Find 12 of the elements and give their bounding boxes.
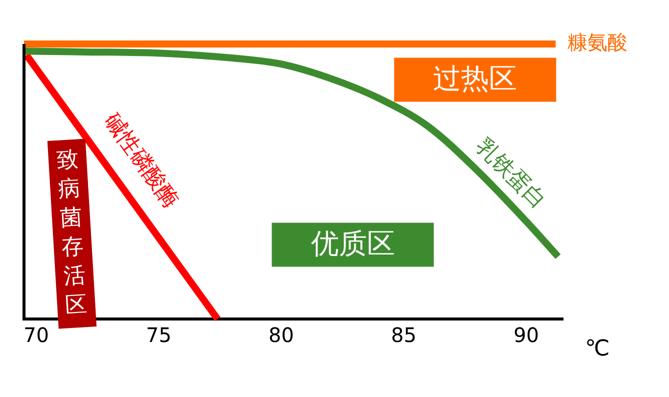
x-tick-label: 75	[146, 323, 172, 348]
annotation: 致病菌存活区	[56, 147, 88, 318]
series-label: 糠氨酸	[568, 30, 628, 54]
text: 碱性磷酸酶	[98, 108, 184, 213]
x-tick-label: 85	[391, 323, 416, 348]
x-tick-label: 70	[24, 323, 49, 348]
x-axis-title: ℃	[585, 336, 610, 362]
x-tick-label: 90	[514, 323, 539, 348]
annotation: 优质区	[310, 227, 395, 260]
text: 乳铁蛋白	[470, 134, 551, 214]
x-tick-label: 80	[268, 323, 294, 348]
annotation: 过热区	[433, 62, 518, 96]
